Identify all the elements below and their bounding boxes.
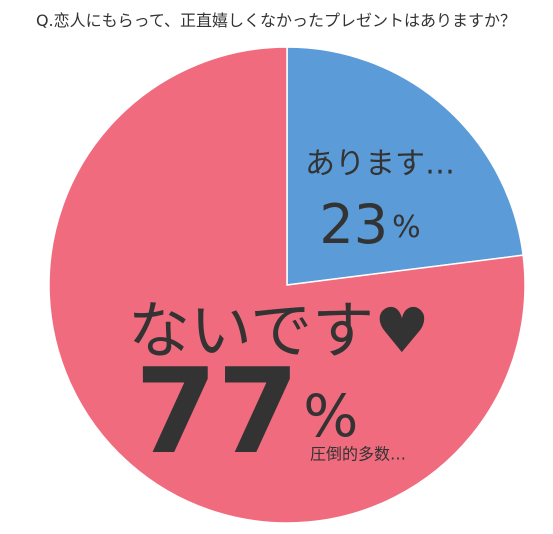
value-number: 23 bbox=[319, 193, 388, 256]
value-number: 77 bbox=[135, 342, 299, 480]
chart-title: Q.恋人にもらって、正直嬉しくなかったプレゼントはありますか？ bbox=[36, 11, 516, 30]
slice-label: ないです♥ bbox=[128, 294, 430, 367]
value-label: 23% bbox=[319, 193, 420, 256]
value-unit: % bbox=[303, 382, 358, 450]
value-label: 77% bbox=[135, 342, 358, 480]
slice-label: あります… bbox=[305, 147, 455, 182]
pie-slice bbox=[286, 46, 524, 286]
value-unit: % bbox=[392, 210, 421, 245]
annotation: 圧倒的多数… bbox=[310, 445, 406, 464]
pie-slice bbox=[48, 46, 526, 524]
